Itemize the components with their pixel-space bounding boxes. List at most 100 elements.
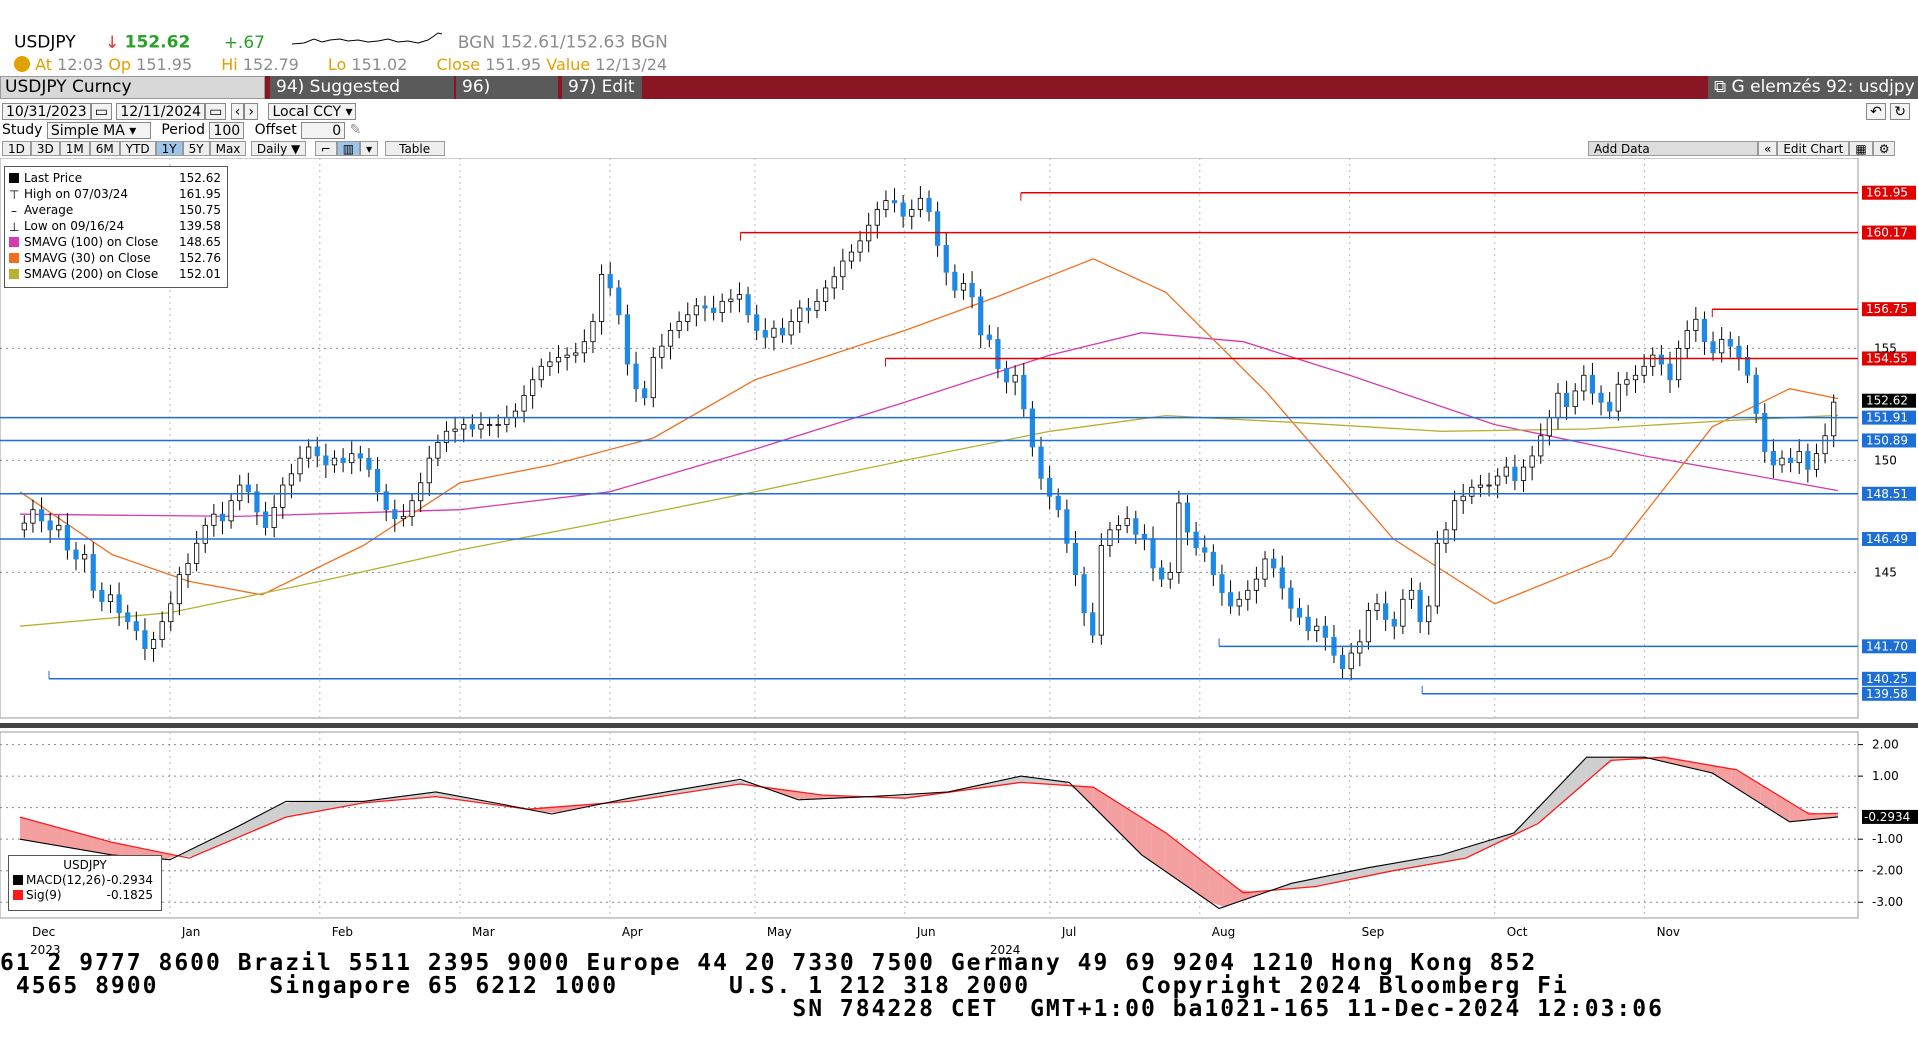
currency-select[interactable]: Local CCY ▾ (268, 103, 357, 120)
candle-body (788, 321, 794, 336)
macd-fill-band (339, 801, 354, 808)
candle-body (857, 240, 863, 253)
candle-body (73, 549, 79, 560)
footer-line-2: 4565 8900 Singapore 65 6212 1000 U.S. 1 … (0, 973, 1569, 999)
chart-title: G elemzés 92: usdjpy (1731, 77, 1915, 97)
macd-fill-band (1659, 757, 1674, 764)
candle-body (1753, 374, 1759, 414)
net-change: +.67 (223, 32, 265, 53)
level-label-box (1862, 410, 1916, 425)
edit-menu[interactable]: 97) Edit ▾ (562, 76, 642, 119)
high-label: Hi (221, 55, 238, 74)
calendar-icon[interactable]: ▭ (90, 103, 112, 120)
chart-title-box[interactable]: ⧉ G elemzés 92: usdjpy (1708, 76, 1918, 99)
month-tick-label: Jul (1061, 925, 1076, 939)
month-tick-label: May (767, 925, 792, 939)
legend-label: SMAVG (30) on Close (24, 251, 151, 265)
study-select[interactable]: Simple MA ▾ (46, 122, 151, 139)
legend-value: -0.2934 (106, 873, 153, 887)
menu-bar: USDJPY Curncy 94) Suggested Charts ▾ 96)… (0, 76, 1918, 119)
price-tick-label: 155 (1874, 341, 1897, 355)
security-field[interactable]: USDJPY Curncy (0, 76, 265, 99)
level-label: 160.17 (1866, 226, 1908, 240)
close-value: 151.95 (485, 55, 542, 74)
signal-line (19, 756, 1839, 894)
start-date-input[interactable]: 10/31/2023 (2, 103, 91, 120)
range-button-3d[interactable]: 3D (30, 141, 60, 156)
range-button-6m[interactable]: 6M (89, 141, 120, 156)
offset-input[interactable]: 0 (301, 122, 346, 139)
candle-body (1667, 363, 1673, 381)
candle-body (1003, 368, 1010, 383)
value-label: Value (546, 55, 591, 74)
end-date-input[interactable]: 12/11/2024 (116, 103, 206, 120)
candle-body (1796, 451, 1802, 464)
add-data-input[interactable]: Add Data (1588, 141, 1758, 156)
candle-body (995, 339, 1001, 369)
macd-fill-band (1485, 837, 1500, 849)
candle-body (702, 305, 708, 309)
level-label: 161.95 (1866, 186, 1908, 200)
candle-body (1701, 318, 1708, 343)
range-button-1y[interactable]: 1Y (155, 141, 183, 156)
candle-body (1563, 392, 1570, 408)
average-marker-icon: – (11, 204, 17, 218)
chevron-down-icon[interactable]: ▾ (360, 141, 379, 156)
frequency-select[interactable]: Daily ▼ (250, 141, 307, 156)
legend-value: -0.1825 (106, 888, 153, 902)
range-button-1m[interactable]: 1M (59, 141, 90, 156)
level-label: 151.91 (1866, 411, 1908, 425)
period-input[interactable]: 100 (209, 122, 245, 139)
candlesticks (21, 186, 1837, 681)
candle-body (1038, 446, 1044, 479)
at-label: At (35, 55, 53, 74)
macd-last-box (1862, 809, 1918, 824)
legend-row: Sig(9) -0.1825 (13, 888, 157, 903)
macd-fill-band (1789, 802, 1805, 822)
bid-ask: 152.61/152.63 (500, 32, 626, 53)
range-button-max[interactable]: Max (209, 141, 247, 156)
candle-body (762, 330, 768, 338)
legend-swatch (9, 269, 19, 279)
ticker-label: USDJPY (14, 32, 76, 53)
level-label-box (1862, 185, 1916, 200)
actions-menu[interactable]: 96) Actions ▾ (456, 76, 558, 119)
candle-body (116, 594, 122, 614)
undo-icon[interactable]: ↶ (1866, 103, 1886, 120)
line-style-button[interactable]: ⌐ (314, 141, 337, 156)
macd-fill-band (455, 795, 470, 802)
macd-fill-band (121, 844, 137, 857)
suggested-charts-menu[interactable]: 94) Suggested Charts ▾ (270, 76, 454, 119)
macd-fill-band (1557, 772, 1573, 807)
candle-body (64, 524, 70, 551)
refresh-icon[interactable]: ↻ (1890, 103, 1910, 120)
legend-swatch (9, 173, 19, 183)
macd-fill-band (469, 798, 485, 804)
range-button-ytd[interactable]: YTD (119, 141, 156, 156)
edit-chart-button[interactable]: Edit Chart (1777, 141, 1850, 156)
high-marker-icon: ⊤ (9, 188, 20, 202)
bar-style-button[interactable]: ▥ (336, 141, 361, 156)
candle-body (909, 209, 915, 217)
calendar-icon[interactable]: ▭ (205, 103, 227, 120)
prev-period-button[interactable]: ‹ (230, 103, 245, 120)
macd-fill-band (1194, 855, 1210, 902)
legend-row: ⊤ High on 07/03/24 161.95 (9, 186, 223, 202)
month-tick-label: Aug (1212, 925, 1235, 939)
candle-body (1469, 486, 1475, 497)
candle-body (374, 468, 381, 493)
range-button-5y[interactable]: 5Y (182, 141, 210, 156)
collapse-icon[interactable]: « (1758, 141, 1778, 156)
study-label: Study (2, 122, 43, 138)
chart-icon[interactable]: ▦ (1849, 141, 1873, 156)
candle-body (771, 327, 777, 338)
gear-icon[interactable]: ⚙ (1872, 141, 1896, 156)
legend-label: High on 07/03/24 (24, 187, 129, 201)
candle-body (1727, 339, 1733, 347)
table-button[interactable]: Table (384, 141, 445, 156)
range-button-1d[interactable]: 1D (2, 141, 31, 156)
candle-body (349, 453, 355, 464)
next-period-button[interactable]: › (244, 103, 258, 120)
candle-body (1339, 654, 1346, 670)
pencil-icon[interactable]: ✎ (349, 122, 362, 138)
